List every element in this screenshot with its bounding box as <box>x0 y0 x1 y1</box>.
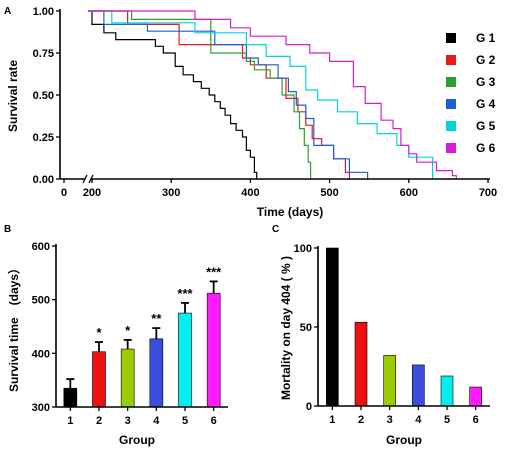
x-tick-label: 1 <box>329 414 335 426</box>
significance-marker: *** <box>177 286 193 301</box>
bar-group-3 <box>383 355 396 407</box>
survival-legend: G 1 G 2 G 3 G 4 G 5 G 6 <box>446 31 496 155</box>
bar-group-3 <box>120 348 135 408</box>
bar-group-2 <box>92 351 106 408</box>
survival-curves <box>88 10 457 179</box>
legend-swatch-5 <box>446 121 456 131</box>
significance-marker: * <box>125 323 131 338</box>
significance-marker: * <box>96 325 102 340</box>
survival-curve-6 <box>88 10 457 179</box>
x-tick-label: 4 <box>153 415 160 427</box>
y-tick-label: 0 <box>306 401 312 413</box>
bar-group-6 <box>469 386 482 407</box>
x-axis-break-mark <box>82 174 88 184</box>
x-tick-label: 300 <box>162 187 180 199</box>
x-axis-break-mark <box>88 174 94 184</box>
mortality-bar-chart: 1 2 3 4 5 6 0 50 100 Group Mortality on day 404 … <box>279 243 490 447</box>
y-tick-label: 0.00 <box>33 174 54 186</box>
mortality-axes: 1 2 3 4 5 6 0 50 100 <box>294 243 490 426</box>
x-tick-label: 4 <box>415 414 422 426</box>
x-tick-label: 2 <box>358 414 364 426</box>
legend-label-3: G 3 <box>476 75 496 89</box>
y-tick-label: 0.25 <box>33 132 54 144</box>
survival-curve-chart: 0.000.250.500.751.000 200 300 400 500 600 700 … <box>6 6 497 219</box>
panel-letter-b: B <box>4 224 11 235</box>
x-tick-label: 400 <box>241 187 259 199</box>
significance-marker: *** <box>206 264 222 279</box>
x-tick-label: 1 <box>67 415 73 427</box>
x-tick-label: 0 <box>61 187 67 199</box>
y-tick-label: 0.75 <box>33 48 54 60</box>
y-tick-label: 50 <box>300 322 312 334</box>
survival-axes: 0.00 0.25 0.50 0.75 1.00 0 200 300 400 500 600 700 <box>33 6 498 199</box>
legend-label-6: G 6 <box>476 141 496 155</box>
y-axis-title: Survival time (days） <box>6 262 21 392</box>
x-tick-label: 2 <box>96 415 102 427</box>
y-axis-title: Survival rate <box>6 60 20 132</box>
y-tick-label: 400 <box>32 348 50 360</box>
bar-group-5 <box>178 312 192 408</box>
panel-letter-c: C <box>272 224 279 235</box>
x-tick-label: 5 <box>444 414 450 426</box>
bar-group-4 <box>412 364 425 407</box>
x-tick-label: 3 <box>387 414 393 426</box>
bar-group-4 <box>149 338 164 408</box>
x-tick-label: 500 <box>320 187 338 199</box>
significance-marker: ** <box>151 311 162 326</box>
y-tick-label: 500 <box>32 295 50 307</box>
survival-curve-1 <box>88 10 258 179</box>
legend-label-2: G 2 <box>476 53 496 67</box>
x-tick-label: 6 <box>211 415 217 427</box>
y-tick-label: 600 <box>32 241 50 253</box>
legend-swatch-2 <box>446 55 456 65</box>
survival-curve-5 <box>88 10 434 179</box>
x-tick-label: 5 <box>182 415 188 427</box>
panel-letter-a: A <box>4 6 11 17</box>
x-tick-label: 6 <box>473 414 479 426</box>
legend-swatch-1 <box>446 33 456 43</box>
survival-curve-4 <box>88 10 369 179</box>
legend-label-5: G 5 <box>476 119 496 133</box>
mortality-bars <box>326 247 482 407</box>
y-tick-label: 0.50 <box>33 90 54 102</box>
bar-group-1 <box>326 247 339 407</box>
survival-time-bars: * ********* <box>63 264 222 408</box>
bar-group-6 <box>206 292 221 408</box>
survival-time-axes: 1 2 3 4 5 6 300 400 500 600 <box>32 241 228 427</box>
legend-label-4: G 4 <box>476 97 496 111</box>
survival-curve-2 <box>88 10 350 179</box>
bar-group-5 <box>440 375 454 407</box>
bar-group-1 <box>63 387 78 408</box>
y-tick-label: 100 <box>294 243 312 255</box>
y-axis-title: Mortality on day 404 ( % ) <box>279 256 293 400</box>
legend-swatch-4 <box>446 99 456 109</box>
x-axis-title: Group <box>119 433 155 447</box>
x-tick-label: 3 <box>125 415 131 427</box>
x-axis-title: Time (days) <box>257 205 323 219</box>
x-axis-title: Group <box>386 433 422 447</box>
x-tick-label: 600 <box>400 187 418 199</box>
y-tick-label: 1.00 <box>33 6 54 18</box>
legend-swatch-6 <box>446 143 456 153</box>
x-tick-label: 200 <box>83 187 101 199</box>
x-tick-label: 700 <box>479 187 497 199</box>
bar-group-2 <box>354 321 368 407</box>
legend-swatch-3 <box>446 77 456 87</box>
y-tick-label: 300 <box>32 402 50 414</box>
legend-label-1: G 1 <box>476 31 496 45</box>
